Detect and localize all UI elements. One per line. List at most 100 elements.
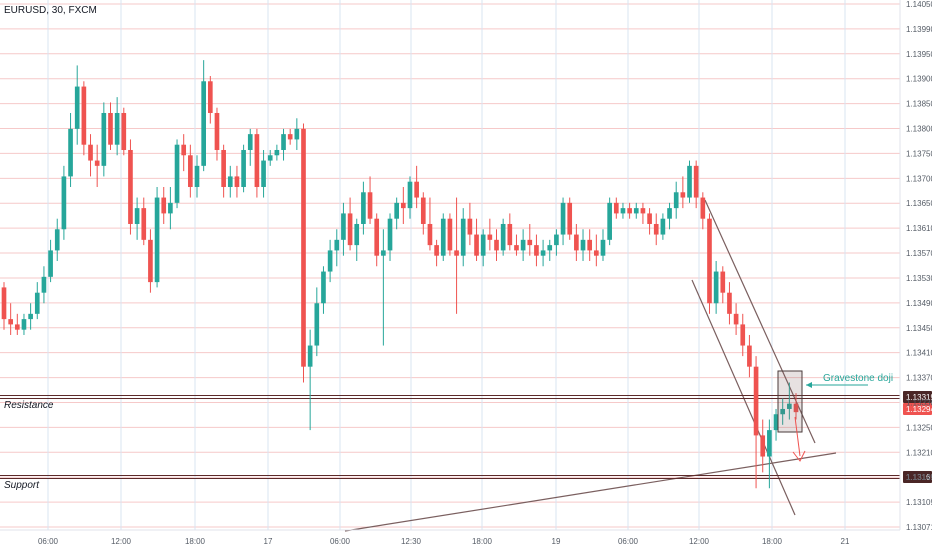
time-tick-label: 12:00 bbox=[689, 537, 710, 546]
current-price-badge bbox=[903, 403, 932, 415]
candle-body-up bbox=[74, 86, 80, 129]
candle-body-up bbox=[554, 234, 559, 246]
candle-body-down bbox=[707, 218, 712, 304]
candle-body-down bbox=[567, 202, 573, 235]
candle-body-up bbox=[334, 239, 340, 251]
candle-body-down bbox=[727, 292, 732, 314]
candle-body-down bbox=[1, 287, 7, 320]
candle-body-up bbox=[61, 176, 67, 230]
candle-body-up bbox=[168, 202, 173, 214]
candle-body-down bbox=[494, 239, 499, 251]
price-tick-label: 1.13900 bbox=[906, 75, 932, 84]
candle-body-up bbox=[48, 250, 53, 277]
candle-body-up bbox=[361, 192, 366, 224]
price-tick-label: 1.13990 bbox=[906, 25, 932, 34]
candle-body-up bbox=[394, 202, 400, 219]
candle-body-down bbox=[181, 144, 187, 156]
candle-body-up bbox=[321, 271, 326, 304]
price-tick-label: 1.13950 bbox=[906, 50, 932, 59]
candle-body-up bbox=[341, 213, 346, 240]
candle-body-up bbox=[114, 112, 120, 145]
horizontal-levels[interactable]: Resistance 1.13319 Support 1.13169 1.13294 bbox=[0, 391, 932, 491]
candle-body-down bbox=[574, 234, 579, 251]
candle-body-up bbox=[101, 112, 107, 166]
price-tick-label: 1.13530 bbox=[906, 274, 932, 283]
candle-body-up bbox=[241, 149, 246, 187]
candle-body-down bbox=[747, 345, 752, 367]
candle-body-up bbox=[21, 319, 27, 330]
candle-body-up bbox=[600, 239, 606, 256]
candle-body-down bbox=[753, 366, 759, 436]
candle-body-down bbox=[207, 81, 213, 113]
candle-body-up bbox=[633, 208, 639, 214]
candle-body-up bbox=[41, 276, 47, 293]
time-tick-label: 21 bbox=[841, 537, 850, 546]
candle-body-up bbox=[227, 176, 233, 187]
candle-body-down bbox=[454, 250, 459, 256]
candle-body-down bbox=[347, 213, 353, 246]
candle-body-up bbox=[381, 250, 386, 256]
candle-body-up bbox=[540, 250, 546, 256]
candle-body-up bbox=[673, 192, 679, 209]
candle-body-up bbox=[460, 218, 466, 256]
candle-body-down bbox=[427, 223, 433, 246]
candle-body-up bbox=[354, 223, 360, 246]
annotation-arrowhead bbox=[806, 382, 812, 388]
candle-body-up bbox=[327, 250, 333, 272]
candle-body-down bbox=[793, 403, 799, 413]
candle-body-up bbox=[560, 202, 566, 235]
candle-body-down bbox=[81, 86, 87, 145]
candle-body-down bbox=[8, 319, 13, 325]
rising-support-trendline[interactable] bbox=[344, 452, 837, 532]
candle-body-up bbox=[773, 414, 779, 431]
price-tick-label: 1.13700 bbox=[906, 174, 932, 183]
price-tick-label: 1.13850 bbox=[906, 100, 932, 109]
down-arrow bbox=[794, 416, 801, 457]
price-tick-label: 1.13570 bbox=[906, 249, 932, 258]
time-tick-label: 12:00 bbox=[111, 537, 132, 546]
annotations[interactable]: Gravestone doji bbox=[777, 370, 893, 462]
candle-body-down bbox=[627, 208, 632, 214]
candle-body-up bbox=[154, 197, 160, 283]
price-tick-label: 1.13800 bbox=[906, 125, 932, 134]
channel-upper-trendline[interactable] bbox=[704, 199, 816, 444]
price-tick-label: 1.13650 bbox=[906, 199, 932, 208]
candle-body-down bbox=[94, 160, 100, 166]
current-price-label: 1.13294 bbox=[906, 405, 932, 414]
level-label-resistance: Resistance bbox=[4, 400, 54, 411]
candle-body-up bbox=[201, 81, 206, 166]
candle-body-up bbox=[500, 223, 506, 251]
candle-body-down bbox=[647, 213, 652, 224]
candle-body-down bbox=[653, 223, 659, 235]
price-tick-label: 1.13410 bbox=[906, 349, 932, 358]
gravestone-doji-label: Gravestone doji bbox=[823, 373, 893, 384]
candle-body-down bbox=[121, 112, 127, 150]
candle-body-up bbox=[767, 430, 772, 457]
time-tick-label: 06:00 bbox=[330, 537, 351, 546]
time-tick-label: 18:00 bbox=[185, 537, 206, 546]
candle-body-down bbox=[254, 134, 260, 187]
candle-body-down bbox=[14, 324, 20, 330]
candle-body-up bbox=[667, 208, 672, 219]
time-tick-label: 18:00 bbox=[472, 537, 493, 546]
candle-body-up bbox=[580, 239, 586, 251]
candle-body-down bbox=[474, 234, 479, 256]
candle-body-up bbox=[387, 218, 393, 251]
candle-body-down bbox=[214, 112, 220, 150]
candle-body-up bbox=[34, 292, 40, 314]
price-tick-label: 1.13330 bbox=[906, 398, 932, 407]
candle-body-up bbox=[713, 271, 719, 304]
candlestick-series bbox=[1, 60, 799, 489]
candle-body-up bbox=[174, 144, 180, 203]
time-tick-label: 19 bbox=[552, 537, 561, 546]
candle-body-down bbox=[301, 128, 306, 367]
candle-body-down bbox=[287, 134, 293, 140]
doji-highlight-box[interactable] bbox=[777, 370, 803, 433]
candle-body-up bbox=[520, 239, 526, 251]
candle-body-down bbox=[507, 223, 513, 246]
candle-body-down bbox=[693, 165, 699, 198]
candle-body-up bbox=[620, 208, 626, 214]
